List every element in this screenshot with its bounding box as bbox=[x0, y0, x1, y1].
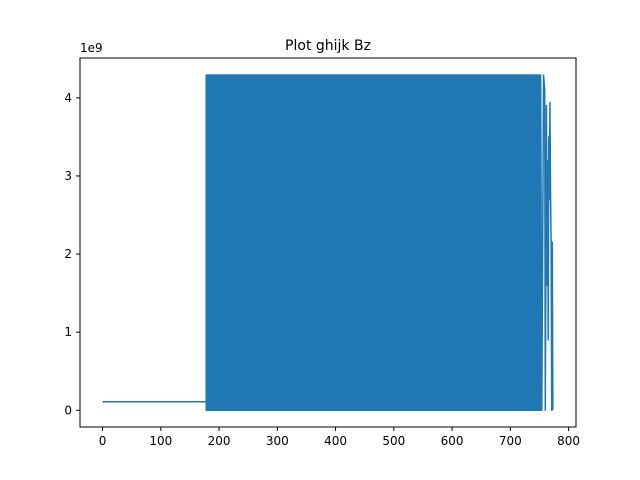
y-tick-label: 0 bbox=[64, 403, 72, 417]
series-line bbox=[102, 74, 554, 412]
x-tick-label: 200 bbox=[208, 434, 231, 448]
x-tick-label: 100 bbox=[149, 434, 172, 448]
x-tick-label: 600 bbox=[441, 434, 464, 448]
x-tick-label: 400 bbox=[324, 434, 347, 448]
x-tick-label: 700 bbox=[499, 434, 522, 448]
y-tick-label: 4 bbox=[64, 91, 72, 105]
x-tick-label: 800 bbox=[557, 434, 580, 448]
chart-title: Plot ghijk Bz bbox=[285, 38, 371, 54]
x-tick-label: 300 bbox=[266, 434, 289, 448]
series-layer bbox=[102, 74, 554, 412]
y-tick-label: 2 bbox=[64, 247, 72, 261]
y-axis: 0 1 2 3 4 bbox=[64, 91, 80, 417]
x-tick-label: 0 bbox=[99, 434, 107, 448]
y-tick-label: 3 bbox=[64, 169, 72, 183]
axes-frame bbox=[79, 57, 577, 428]
x-tick-label: 500 bbox=[382, 434, 405, 448]
y-axis-offset-label: 1e9 bbox=[80, 41, 103, 55]
y-tick-label: 1 bbox=[64, 325, 72, 339]
x-axis: 0 100 200 300 400 500 600 700 800 bbox=[99, 427, 580, 448]
